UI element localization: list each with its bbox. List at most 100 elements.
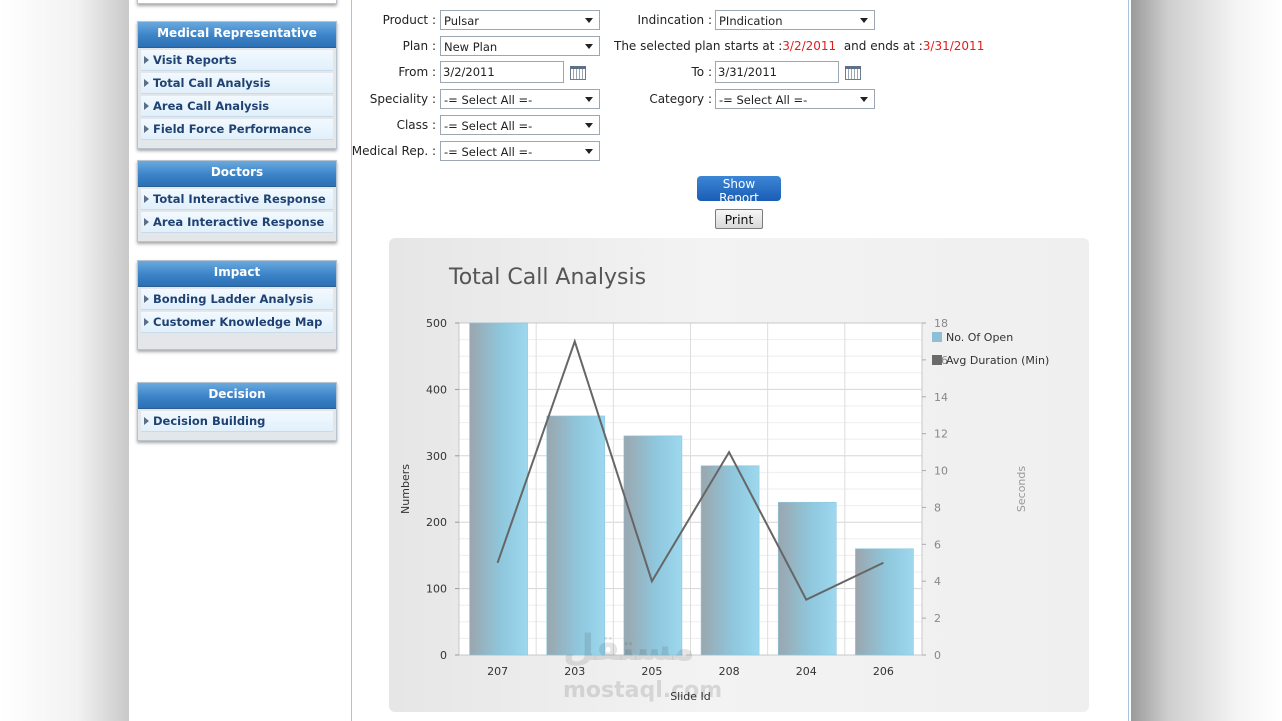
sidebar-panel-top-remnant [137,0,337,4]
menu-item-label: Customer Knowledge Map [153,315,323,329]
plot-border [458,322,923,656]
legend-swatch-no-of-open [932,332,942,342]
speciality-select[interactable]: -= Select All =- [440,89,600,109]
y-axis-label: Numbers [399,464,412,514]
line-avg-duration [496,338,884,601]
y-tick-label: 400 [426,383,447,396]
x-tick-label: 205 [641,665,662,678]
chart-container: 0100200300400500024681012141618207203205… [389,238,1089,712]
plan-start-date: 3/2/2011 [782,39,837,53]
menu-item-area-interactive-response[interactable]: Area Interactive Response [141,212,333,233]
menu-item-label: Bonding Ladder Analysis [153,292,314,306]
x-tick-label: 203 [564,665,585,678]
caret-right-icon [144,417,149,425]
bar-207 [469,322,528,656]
menu-item-label: Total Call Analysis [153,76,271,90]
medical-rep-select[interactable]: -= Select All =- [440,141,600,161]
class-label: Class : [396,118,436,132]
menu-item-total-call-analysis[interactable]: Total Call Analysis [141,73,333,94]
plan-select[interactable]: New Plan [440,36,600,56]
menu-item-visit-reports[interactable]: Visit Reports [141,50,333,71]
from-label: From : [398,65,436,79]
menu-item-total-interactive-response[interactable]: Total Interactive Response [141,189,333,210]
category-select[interactable]: -= Select All =- [715,89,875,109]
y2-tick-label: 8 [934,501,941,514]
menu-item-label: Total Interactive Response [153,192,326,206]
menu-item-label: Visit Reports [153,53,237,67]
plan-select-value: New Plan [444,40,498,54]
chevron-down-icon [585,18,593,23]
chevron-down-icon [585,149,593,154]
menu-item-area-call-analysis[interactable]: Area Call Analysis [141,96,333,117]
menu-item-bonding-ladder-analysis[interactable]: Bonding Ladder Analysis [141,289,333,310]
speciality-label: Speciality : [369,92,436,106]
legend-label-avg-duration: Avg Duration (Min) [946,354,1049,367]
menu-item-customer-knowledge-map[interactable]: Customer Knowledge Map [141,312,333,333]
print-button[interactable]: Print [715,209,763,229]
chevron-down-icon [860,97,868,102]
y2-tick-label: 0 [934,649,941,662]
panel-medical-representative: Medical Representative Visit Reports Tot… [137,21,337,149]
product-select[interactable]: Pulsar [440,10,600,30]
y-tick-label: 500 [426,317,447,330]
x-tick-label: 208 [719,665,740,678]
plan-info-prefix: The selected plan starts at : [614,39,783,53]
panel-decision: Decision Decision Building [137,382,337,441]
y2-tick-label: 14 [934,391,948,404]
calendar-icon[interactable] [570,66,586,80]
caret-right-icon [144,56,149,64]
to-label: To : [691,65,713,79]
from-date-input[interactable]: 3/2/2011 [440,61,564,83]
plan-info-mid: and ends at : [843,39,923,53]
y-tick-label: 200 [426,516,447,529]
y2-tick-label: 2 [934,612,941,625]
menu-item-label: Decision Building [153,414,266,428]
main-content: Product : Pulsar Indincation : PIndicati… [351,0,1129,721]
legend-label-no-of-open: No. Of Open [946,331,1013,344]
y2-tick-label: 12 [934,428,948,441]
panel-title: Medical Representative [138,22,336,48]
total-call-analysis-chart: 0100200300400500024681012141618207203205… [399,265,1049,703]
caret-right-icon [144,102,149,110]
panel-title: Decision [138,383,336,409]
caret-right-icon [144,218,149,226]
y2-tick-label: 4 [934,575,941,588]
medical-rep-label: Medical Rep. : [351,144,436,158]
left-backdrop [0,0,129,721]
menu-item-label: Area Call Analysis [153,99,270,113]
caret-right-icon [144,195,149,203]
y-tick-label: 0 [440,649,447,662]
y-tick-label: 100 [426,583,447,596]
bar-203 [546,415,606,656]
show-report-button[interactable]: Show Report [697,176,781,205]
caret-right-icon [144,295,149,303]
class-select[interactable]: -= Select All =- [440,115,600,135]
bar-206 [855,548,914,656]
indication-select[interactable]: PIndication [715,10,875,30]
page: Medical Representative Visit Reports Tot… [129,0,1131,721]
panel-impact: Impact Bonding Ladder Analysis Customer … [137,260,337,350]
y2-tick-label: 10 [934,465,948,478]
category-label: Category : [649,92,712,106]
menu-item-label: Area Interactive Response [153,215,325,229]
right-backdrop [1131,0,1282,721]
x-tick-label: 206 [873,665,894,678]
y2-tick-label: 6 [934,538,941,551]
chevron-down-icon [585,44,593,49]
category-select-value: -= Select All =- [719,93,808,107]
panel-doctors: Doctors Total Interactive Response Area … [137,160,337,242]
to-date-input[interactable]: 3/31/2011 [715,61,839,83]
y2-tick-label: 18 [934,317,948,330]
menu-item-field-force-performance[interactable]: Field Force Performance [141,119,333,140]
bar-208 [700,465,760,656]
plan-label: Plan : [402,39,436,53]
chevron-down-icon [585,123,593,128]
speciality-select-value: -= Select All =- [444,93,533,107]
calendar-icon[interactable] [845,66,861,80]
medical-rep-select-value: -= Select All =- [444,145,533,159]
indication-label: Indincation : [637,13,713,27]
y2-axis-label: Seconds [1015,466,1028,512]
panel-title: Doctors [138,161,336,187]
product-select-value: Pulsar [444,14,479,28]
menu-item-decision-building[interactable]: Decision Building [141,411,333,432]
